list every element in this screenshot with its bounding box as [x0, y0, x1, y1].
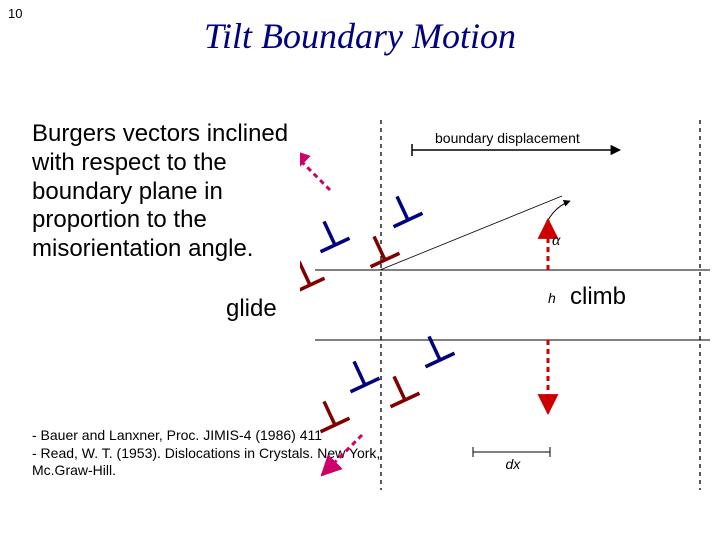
body-text: Burgers vectors inclined with respect to…: [32, 120, 332, 264]
page-title: Tilt Boundary Motion: [0, 15, 720, 57]
diagram: [300, 90, 720, 520]
glide-label: glide: [226, 295, 277, 323]
